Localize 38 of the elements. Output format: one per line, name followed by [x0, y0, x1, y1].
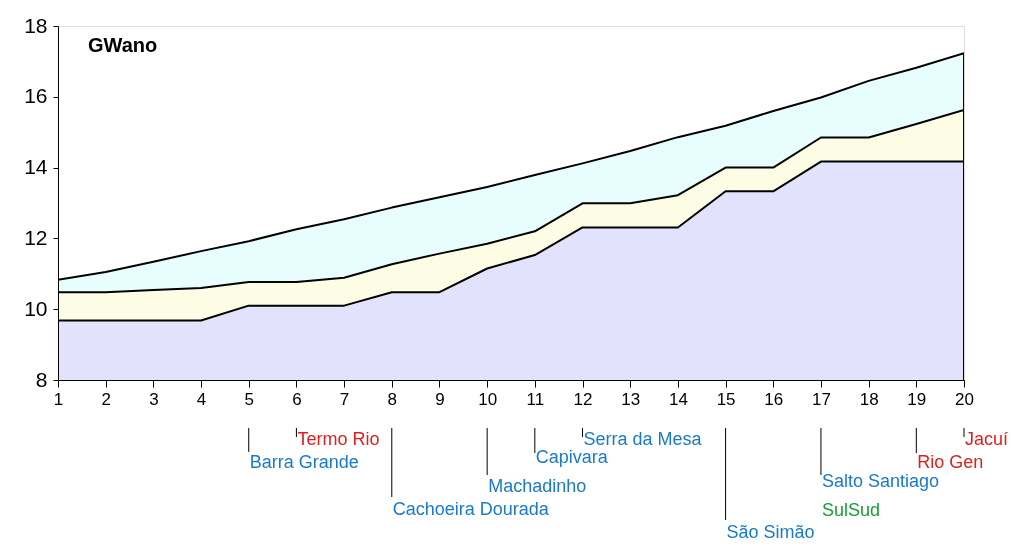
ref-line-label: Salto Santiago: [821, 471, 940, 491]
ref-line-label: Capivara: [535, 447, 609, 467]
x-tick-label: 1: [53, 389, 64, 409]
x-tick-label: 10: [478, 389, 498, 409]
ref-line-label: Cachoeira Dourada: [392, 499, 550, 519]
ref-line-label: Rio Gen: [917, 452, 984, 472]
x-tick-label: 9: [435, 389, 445, 409]
y-tick-label: 16: [24, 84, 48, 108]
x-tick-label: 14: [668, 389, 688, 409]
x-tick-label: 12: [573, 389, 593, 409]
ref-line-label: São Simão: [726, 522, 815, 542]
chart-title: GWano: [88, 34, 158, 56]
x-tick-label: 19: [907, 389, 927, 409]
x-tick-label: 17: [811, 389, 831, 409]
x-tick-label: 5: [244, 389, 254, 409]
ref-line-label: Barra Grande: [249, 452, 359, 472]
x-tick-label: 20: [955, 389, 974, 409]
x-tick-label: 11: [526, 389, 545, 409]
x-tick-label: 4: [196, 389, 207, 409]
y-tick-label: 12: [24, 225, 48, 249]
x-tick-label: 7: [339, 389, 350, 409]
ref-line-label: Machadinho: [488, 476, 587, 496]
y-tick-label: 14: [24, 155, 48, 179]
y-tick-label: 10: [24, 296, 48, 320]
x-tick-label: 16: [764, 389, 784, 409]
ref-line-label: Termo Rio: [297, 429, 380, 449]
x-tick-label: 18: [859, 389, 879, 409]
ref-line-label: Jacuí: [965, 429, 1009, 449]
x-tick-label: 3: [149, 389, 159, 409]
y-tick-label: 18: [24, 13, 48, 37]
y-tick-label: 8: [35, 367, 48, 391]
x-tick-label: 13: [621, 389, 641, 409]
x-tick-label: 15: [716, 389, 736, 409]
ref-line-label: Serra da Mesa: [583, 429, 703, 449]
x-tick-label: 8: [387, 389, 398, 409]
x-tick-label: 2: [101, 389, 111, 409]
x-tick-label: 6: [292, 389, 302, 409]
text: SulSud: [821, 500, 880, 520]
